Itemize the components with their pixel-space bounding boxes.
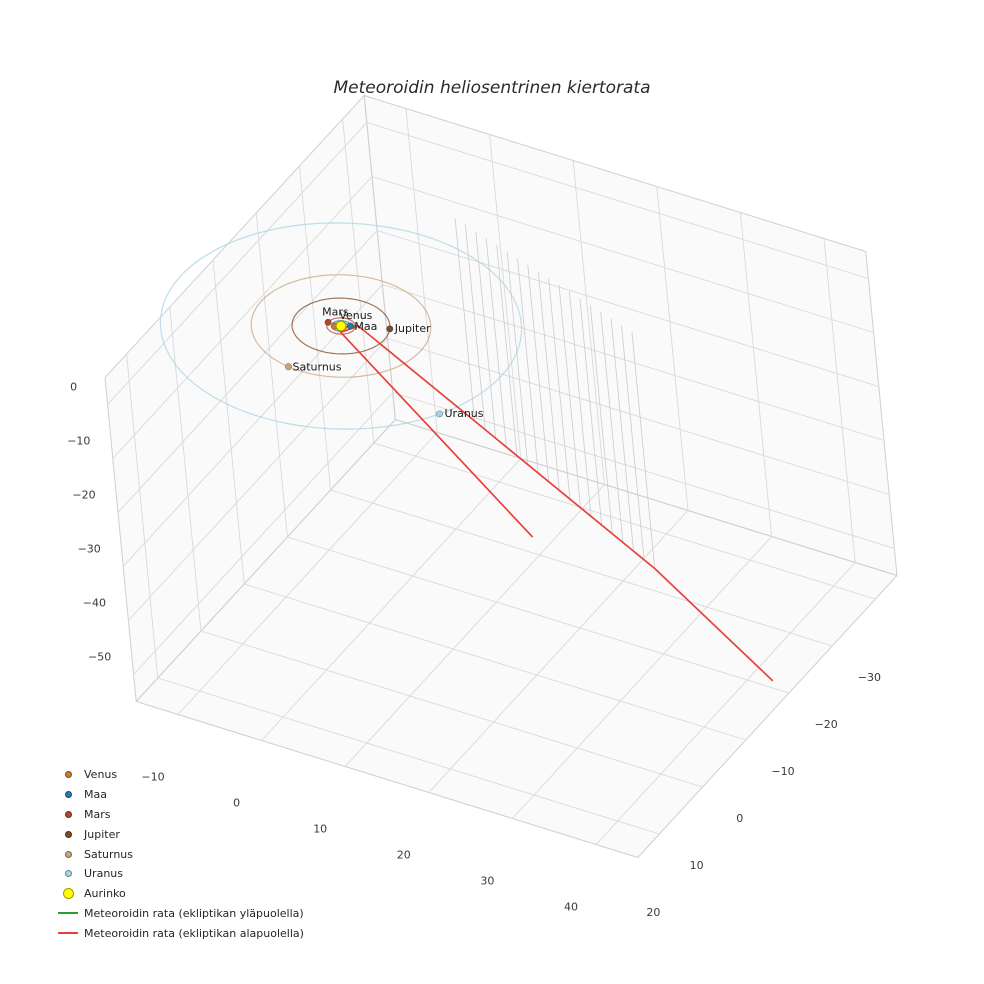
z-tick-label: 0 <box>70 381 77 394</box>
legend-marker <box>56 771 80 779</box>
planet-label-mars: Mars <box>322 305 349 318</box>
legend-item-label: Venus <box>84 768 118 782</box>
legend-item-label: Meteoroidin rata (ekliptikan yläpuolella… <box>84 906 304 920</box>
legend-item-label: Meteoroidin rata (ekliptikan alapuolella… <box>84 926 304 940</box>
x-tick-label: 10 <box>313 823 327 836</box>
legend-item-label: Mars <box>84 807 111 821</box>
legend-item-rata-alapuolella: Meteoroidin rata (ekliptikan alapuolella… <box>56 923 304 943</box>
legend-marker <box>56 791 80 799</box>
legend-item-label: Uranus <box>84 867 123 881</box>
x-tick-label: 0 <box>233 797 240 810</box>
legend-swatch <box>62 888 74 900</box>
legend-swatch <box>64 810 72 818</box>
legend-item-mars: Mars <box>56 805 304 825</box>
x-tick-label: 30 <box>480 875 494 888</box>
planet-label-maa: Maa <box>354 320 377 333</box>
y-tick-label: −20 <box>815 718 838 731</box>
orbit-saturnus <box>250 274 432 378</box>
y-tick-label: −30 <box>858 671 881 684</box>
legend-swatch <box>64 870 72 878</box>
legend-item-aurinko: Aurinko <box>56 884 304 904</box>
legend-item-rata-ylapuolella: Meteoroidin rata (ekliptikan yläpuolella… <box>56 904 304 924</box>
y-tick-label: 10 <box>690 859 704 872</box>
legend-item-jupiter: Jupiter <box>56 824 304 844</box>
y-tick-label: 20 <box>646 906 660 919</box>
planet-label-venus: Venus <box>339 309 372 322</box>
trajectory-stems <box>454 217 656 569</box>
z-tick-label: −30 <box>78 543 101 556</box>
legend-item-saturnus: Saturnus <box>56 844 304 864</box>
chart-title: Meteoroidin heliosentrinen kiertorata <box>333 78 651 98</box>
orbit-uranus <box>159 222 523 430</box>
planet-marker-uranus <box>435 410 444 418</box>
legend-item-maa: Maa <box>56 785 304 805</box>
legend-item-label: Jupiter <box>84 827 120 841</box>
legend: Venus Maa Mars Jupiter Saturnus Uranus A… <box>56 765 304 943</box>
planet-marker-maa <box>346 322 354 330</box>
sun-marker <box>335 320 347 332</box>
legend-marker <box>56 870 80 878</box>
y-tick-label: −10 <box>771 765 794 778</box>
planet-label-jupiter: Jupiter <box>394 322 431 335</box>
legend-marker <box>56 830 80 838</box>
x-tick-label: 40 <box>564 901 578 914</box>
z-tick-label: −50 <box>88 651 111 664</box>
planet-marker-mars <box>324 318 332 326</box>
legend-item-label: Aurinko <box>84 887 126 901</box>
legend-marker <box>56 810 80 818</box>
z-tick-label: −10 <box>67 435 90 448</box>
legend-marker <box>56 850 80 858</box>
legend-swatch <box>64 771 72 779</box>
legend-swatch <box>64 791 72 799</box>
planet-marker-jupiter <box>386 325 394 333</box>
z-tick-label: −20 <box>72 489 95 502</box>
orbit-jupiter <box>291 297 391 355</box>
legend-item-uranus: Uranus <box>56 864 304 884</box>
axis-panes <box>104 94 898 859</box>
legend-swatch <box>58 932 78 935</box>
legend-marker <box>56 912 80 915</box>
y-tick-label: 0 <box>736 812 743 825</box>
legend-marker <box>56 932 80 935</box>
legend-item-label: Maa <box>84 788 107 802</box>
legend-item-venus: Venus <box>56 765 304 785</box>
planet-label-saturnus: Saturnus <box>293 361 342 374</box>
z-tick-label: −40 <box>83 597 106 610</box>
x-tick-label: 20 <box>397 849 411 862</box>
planet-label-uranus: Uranus <box>445 407 484 420</box>
legend-item-label: Saturnus <box>84 847 134 861</box>
legend-swatch <box>64 850 72 858</box>
legend-swatch <box>58 912 78 915</box>
x-tick-label: −10 <box>141 771 164 784</box>
planet-marker-saturnus <box>284 363 293 371</box>
legend-marker <box>56 888 80 900</box>
trajectory-below-line <box>339 325 774 682</box>
axis-tick-labels: −10 0 10 20 30 40 −30 −20 −10 0 10 20 0 −10 −20 −30 −40 −… <box>67 381 881 920</box>
legend-swatch <box>64 830 72 838</box>
